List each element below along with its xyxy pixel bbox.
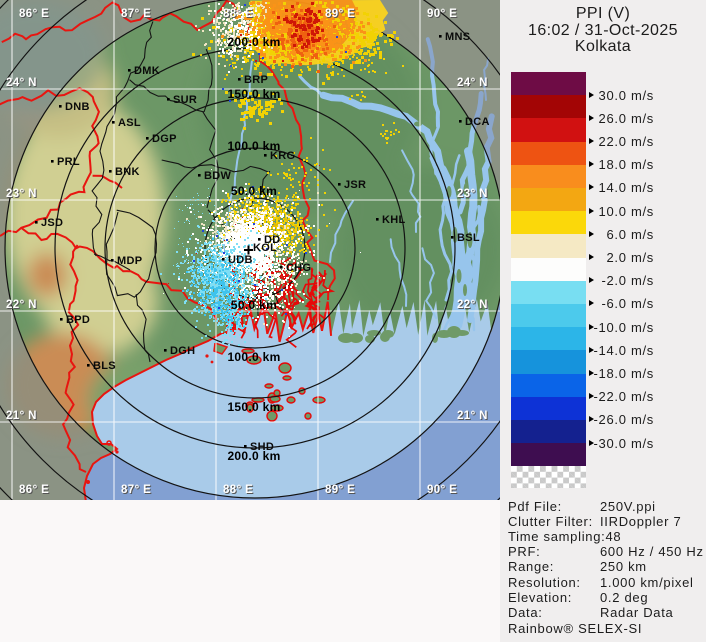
svg-text:88° E: 88° E xyxy=(223,484,253,496)
svg-text:DGP: DGP xyxy=(152,133,177,145)
svg-text:89° E: 89° E xyxy=(326,9,356,21)
svg-text:MNS: MNS xyxy=(445,31,470,43)
svg-text:88° E: 88° E xyxy=(224,9,254,21)
svg-text:89° E: 89° E xyxy=(325,484,355,496)
svg-text:86° E: 86° E xyxy=(20,9,50,21)
svg-text:24° N: 24° N xyxy=(457,77,488,89)
svg-text:SHD: SHD xyxy=(250,441,274,453)
svg-text:50.0 km: 50.0 km xyxy=(231,298,277,312)
svg-text:CHG: CHG xyxy=(286,262,311,274)
svg-text:KOL: KOL xyxy=(253,242,277,254)
svg-text:24° N: 24° N xyxy=(6,77,37,89)
svg-text:SUR: SUR xyxy=(173,94,197,106)
svg-text:BRP: BRP xyxy=(244,74,268,86)
svg-text:23° N: 23° N xyxy=(7,189,38,201)
svg-text:23° N: 23° N xyxy=(457,188,488,200)
svg-text:87° E: 87° E xyxy=(122,9,152,21)
svg-text:BLS: BLS xyxy=(93,360,116,372)
svg-text:88° E: 88° E xyxy=(223,8,253,20)
svg-text:200.0 km: 200.0 km xyxy=(227,449,280,463)
svg-text:BSL: BSL xyxy=(457,232,480,244)
svg-text:90° E: 90° E xyxy=(428,9,458,21)
svg-text:100.0 km: 100.0 km xyxy=(227,350,280,364)
svg-text:JSD: JSD xyxy=(41,217,63,229)
svg-text:87° E: 87° E xyxy=(121,8,151,20)
svg-text:KHL: KHL xyxy=(382,214,406,226)
svg-text:BDW: BDW xyxy=(204,170,231,182)
svg-text:100.0 km: 100.0 km xyxy=(227,139,280,153)
svg-text:90° E: 90° E xyxy=(427,8,457,20)
svg-text:87° E: 87° E xyxy=(121,484,151,496)
svg-text:86° E: 86° E xyxy=(20,485,50,497)
svg-text:DGH: DGH xyxy=(170,345,195,357)
svg-text:90° E: 90° E xyxy=(428,485,458,497)
svg-text:DNB: DNB xyxy=(65,101,90,113)
svg-text:150.0 km: 150.0 km xyxy=(227,87,280,101)
svg-text:DD: DD xyxy=(264,234,281,246)
svg-text:23° N: 23° N xyxy=(6,188,37,200)
svg-text:JSR: JSR xyxy=(344,179,366,191)
svg-text:86° E: 86° E xyxy=(19,484,49,496)
svg-text:22° N: 22° N xyxy=(457,299,488,311)
svg-text:DMK: DMK xyxy=(134,65,160,77)
svg-text:21° N: 21° N xyxy=(6,410,37,422)
svg-text:23° N: 23° N xyxy=(458,189,489,201)
svg-text:MDP: MDP xyxy=(117,255,142,267)
svg-text:UDB: UDB xyxy=(228,254,253,266)
svg-text:88° E: 88° E xyxy=(224,485,254,497)
svg-text:22° N: 22° N xyxy=(7,300,38,312)
svg-text:22° N: 22° N xyxy=(6,299,37,311)
svg-text:87° E: 87° E xyxy=(122,485,152,497)
svg-text:PRL: PRL xyxy=(57,156,80,168)
svg-text:BNK: BNK xyxy=(115,166,140,178)
svg-text:21° N: 21° N xyxy=(7,411,38,423)
svg-text:89° E: 89° E xyxy=(325,8,355,20)
svg-text:24° N: 24° N xyxy=(7,78,38,90)
svg-text:90° E: 90° E xyxy=(427,484,457,496)
svg-text:21° N: 21° N xyxy=(457,410,488,422)
svg-text:150.0 km: 150.0 km xyxy=(227,400,280,414)
svg-text:50.0 km: 50.0 km xyxy=(231,184,277,198)
svg-text:KRG: KRG xyxy=(270,150,295,162)
svg-text:DCA: DCA xyxy=(465,116,490,128)
svg-text:ASL: ASL xyxy=(118,117,141,129)
svg-text:21° N: 21° N xyxy=(458,411,489,423)
svg-text:200.0 km: 200.0 km xyxy=(227,35,280,49)
svg-text:22° N: 22° N xyxy=(458,300,489,312)
svg-text:86° E: 86° E xyxy=(19,8,49,20)
svg-text:BPD: BPD xyxy=(66,314,90,326)
svg-text:89° E: 89° E xyxy=(326,485,356,497)
svg-text:24° N: 24° N xyxy=(458,78,489,90)
